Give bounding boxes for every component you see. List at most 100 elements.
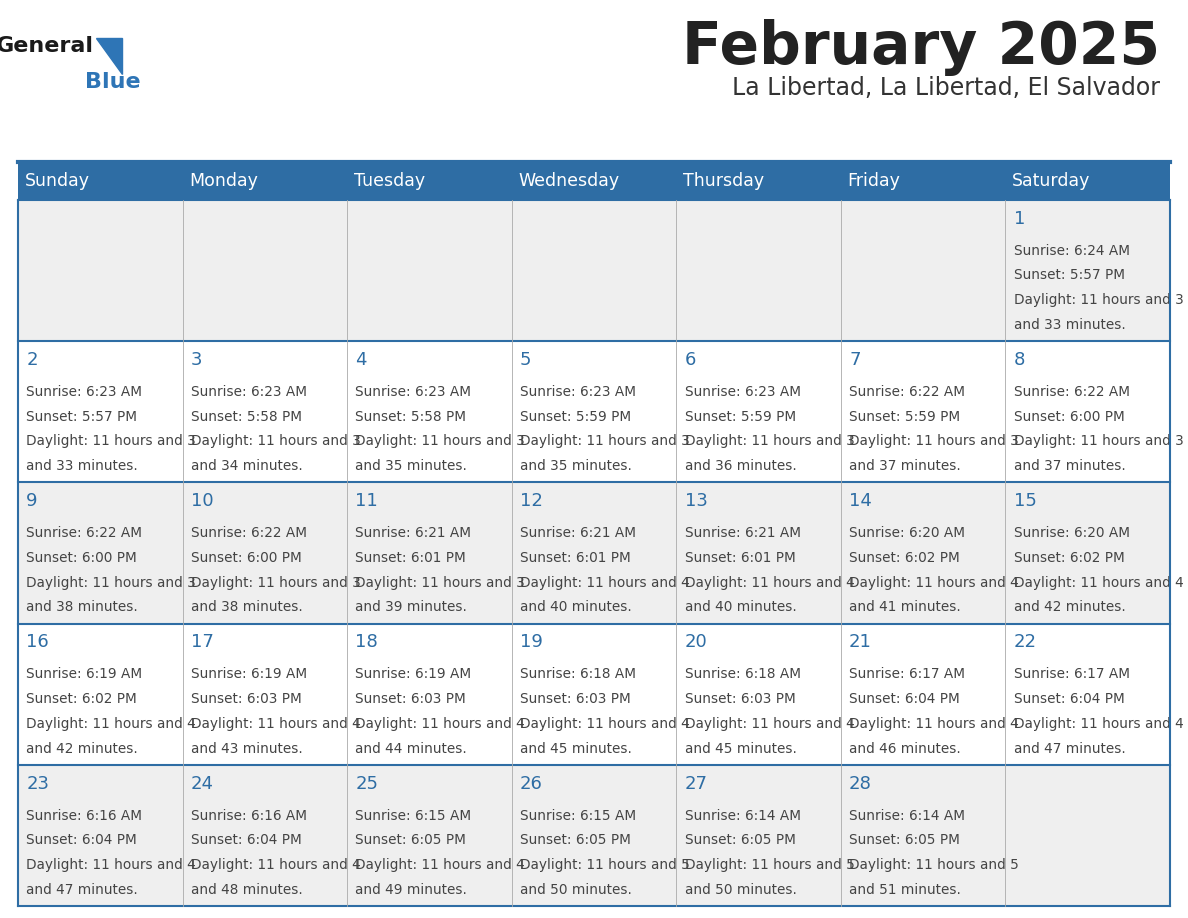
Text: Daylight: 11 hours and 4: Daylight: 11 hours and 4 bbox=[191, 717, 360, 731]
Text: Sunrise: 6:22 AM: Sunrise: 6:22 AM bbox=[26, 526, 143, 540]
Text: Sunset: 6:03 PM: Sunset: 6:03 PM bbox=[684, 692, 795, 706]
Text: Sunrise: 6:24 AM: Sunrise: 6:24 AM bbox=[1013, 244, 1130, 258]
Text: and 37 minutes.: and 37 minutes. bbox=[849, 459, 961, 473]
Text: 9: 9 bbox=[26, 492, 38, 510]
Text: 3: 3 bbox=[191, 351, 202, 369]
Text: Sunset: 6:04 PM: Sunset: 6:04 PM bbox=[849, 692, 960, 706]
Text: Sunrise: 6:19 AM: Sunrise: 6:19 AM bbox=[355, 667, 472, 681]
Text: 19: 19 bbox=[520, 633, 543, 652]
Text: Sunrise: 6:22 AM: Sunrise: 6:22 AM bbox=[1013, 385, 1130, 399]
Text: Sunset: 5:57 PM: Sunset: 5:57 PM bbox=[26, 409, 138, 424]
Text: 27: 27 bbox=[684, 775, 708, 792]
Text: and 33 minutes.: and 33 minutes. bbox=[26, 459, 138, 473]
Text: Wednesday: Wednesday bbox=[518, 172, 619, 190]
Text: Sunrise: 6:20 AM: Sunrise: 6:20 AM bbox=[1013, 526, 1130, 540]
Text: Sunset: 6:04 PM: Sunset: 6:04 PM bbox=[26, 834, 137, 847]
Text: 22: 22 bbox=[1013, 633, 1037, 652]
Text: Daylight: 11 hours and 3: Daylight: 11 hours and 3 bbox=[26, 434, 196, 448]
Text: Tuesday: Tuesday bbox=[354, 172, 425, 190]
Text: Sunday: Sunday bbox=[25, 172, 89, 190]
Text: Sunset: 6:03 PM: Sunset: 6:03 PM bbox=[191, 692, 302, 706]
Text: Daylight: 11 hours and 3: Daylight: 11 hours and 3 bbox=[355, 576, 525, 589]
Text: 17: 17 bbox=[191, 633, 214, 652]
Text: and 38 minutes.: and 38 minutes. bbox=[26, 600, 138, 614]
Text: 11: 11 bbox=[355, 492, 378, 510]
Bar bbox=[18, 341, 1170, 482]
Text: Sunrise: 6:18 AM: Sunrise: 6:18 AM bbox=[520, 667, 636, 681]
Text: 4: 4 bbox=[355, 351, 367, 369]
Text: Sunset: 6:05 PM: Sunset: 6:05 PM bbox=[684, 834, 796, 847]
Text: Sunrise: 6:21 AM: Sunrise: 6:21 AM bbox=[684, 526, 801, 540]
Text: 24: 24 bbox=[191, 775, 214, 792]
Text: Daylight: 11 hours and 4: Daylight: 11 hours and 4 bbox=[26, 858, 196, 872]
Text: Thursday: Thursday bbox=[683, 172, 764, 190]
Text: 28: 28 bbox=[849, 775, 872, 792]
Text: Sunset: 5:59 PM: Sunset: 5:59 PM bbox=[849, 409, 960, 424]
Bar bbox=[18, 765, 1170, 906]
Text: Sunrise: 6:23 AM: Sunrise: 6:23 AM bbox=[191, 385, 307, 399]
Text: Friday: Friday bbox=[847, 172, 901, 190]
Text: and 45 minutes.: and 45 minutes. bbox=[684, 742, 796, 756]
Text: Sunset: 6:04 PM: Sunset: 6:04 PM bbox=[191, 834, 302, 847]
Text: and 35 minutes.: and 35 minutes. bbox=[520, 459, 632, 473]
Text: Sunset: 5:59 PM: Sunset: 5:59 PM bbox=[520, 409, 631, 424]
Text: Daylight: 11 hours and 3: Daylight: 11 hours and 3 bbox=[191, 434, 360, 448]
Text: and 39 minutes.: and 39 minutes. bbox=[355, 600, 467, 614]
Text: Sunrise: 6:22 AM: Sunrise: 6:22 AM bbox=[191, 526, 307, 540]
Text: and 36 minutes.: and 36 minutes. bbox=[684, 459, 796, 473]
Text: and 46 minutes.: and 46 minutes. bbox=[849, 742, 961, 756]
Text: and 38 minutes.: and 38 minutes. bbox=[191, 600, 303, 614]
Text: and 49 minutes.: and 49 minutes. bbox=[355, 883, 467, 897]
Text: Sunset: 6:05 PM: Sunset: 6:05 PM bbox=[355, 834, 466, 847]
Text: Daylight: 11 hours and 5: Daylight: 11 hours and 5 bbox=[684, 858, 854, 872]
Text: Sunrise: 6:15 AM: Sunrise: 6:15 AM bbox=[520, 809, 636, 823]
Bar bbox=[18, 623, 1170, 765]
Text: 13: 13 bbox=[684, 492, 707, 510]
Text: Sunset: 6:00 PM: Sunset: 6:00 PM bbox=[191, 551, 302, 565]
Text: Daylight: 11 hours and 4: Daylight: 11 hours and 4 bbox=[684, 717, 854, 731]
Text: Sunset: 6:05 PM: Sunset: 6:05 PM bbox=[849, 834, 960, 847]
Bar bbox=[18, 162, 1170, 200]
Bar bbox=[18, 200, 1170, 341]
Text: Sunrise: 6:14 AM: Sunrise: 6:14 AM bbox=[684, 809, 801, 823]
Text: Sunset: 6:01 PM: Sunset: 6:01 PM bbox=[355, 551, 466, 565]
Text: 5: 5 bbox=[520, 351, 531, 369]
Text: 1: 1 bbox=[1013, 210, 1025, 228]
Text: Sunrise: 6:17 AM: Sunrise: 6:17 AM bbox=[849, 667, 965, 681]
Text: and 45 minutes.: and 45 minutes. bbox=[520, 742, 632, 756]
Text: and 44 minutes.: and 44 minutes. bbox=[355, 742, 467, 756]
Text: Sunrise: 6:21 AM: Sunrise: 6:21 AM bbox=[355, 526, 472, 540]
Text: Sunset: 6:03 PM: Sunset: 6:03 PM bbox=[355, 692, 466, 706]
Text: and 42 minutes.: and 42 minutes. bbox=[26, 742, 138, 756]
Text: and 47 minutes.: and 47 minutes. bbox=[1013, 742, 1125, 756]
Text: Daylight: 11 hours and 4: Daylight: 11 hours and 4 bbox=[191, 858, 360, 872]
Text: 20: 20 bbox=[684, 633, 707, 652]
Text: Sunset: 6:02 PM: Sunset: 6:02 PM bbox=[1013, 551, 1124, 565]
Text: Daylight: 11 hours and 4: Daylight: 11 hours and 4 bbox=[849, 576, 1019, 589]
Text: Sunrise: 6:19 AM: Sunrise: 6:19 AM bbox=[26, 667, 143, 681]
Text: and 41 minutes.: and 41 minutes. bbox=[849, 600, 961, 614]
Text: Sunrise: 6:23 AM: Sunrise: 6:23 AM bbox=[26, 385, 143, 399]
Text: Daylight: 11 hours and 3: Daylight: 11 hours and 3 bbox=[684, 434, 854, 448]
Text: 10: 10 bbox=[191, 492, 214, 510]
Text: Sunrise: 6:15 AM: Sunrise: 6:15 AM bbox=[355, 809, 472, 823]
Text: Daylight: 11 hours and 4: Daylight: 11 hours and 4 bbox=[520, 717, 690, 731]
Text: Sunset: 5:58 PM: Sunset: 5:58 PM bbox=[355, 409, 467, 424]
Text: Daylight: 11 hours and 4: Daylight: 11 hours and 4 bbox=[684, 576, 854, 589]
Text: Sunset: 6:01 PM: Sunset: 6:01 PM bbox=[520, 551, 631, 565]
Text: Sunset: 6:04 PM: Sunset: 6:04 PM bbox=[1013, 692, 1124, 706]
Text: Sunrise: 6:19 AM: Sunrise: 6:19 AM bbox=[191, 667, 307, 681]
Text: Sunrise: 6:20 AM: Sunrise: 6:20 AM bbox=[849, 526, 965, 540]
Text: Sunset: 6:02 PM: Sunset: 6:02 PM bbox=[849, 551, 960, 565]
Text: 7: 7 bbox=[849, 351, 860, 369]
Text: Sunrise: 6:18 AM: Sunrise: 6:18 AM bbox=[684, 667, 801, 681]
Text: Sunset: 6:02 PM: Sunset: 6:02 PM bbox=[26, 692, 137, 706]
Text: Sunset: 5:59 PM: Sunset: 5:59 PM bbox=[684, 409, 796, 424]
Text: and 33 minutes.: and 33 minutes. bbox=[1013, 318, 1125, 332]
Text: Sunrise: 6:16 AM: Sunrise: 6:16 AM bbox=[191, 809, 307, 823]
Text: and 47 minutes.: and 47 minutes. bbox=[26, 883, 138, 897]
Text: Sunset: 6:03 PM: Sunset: 6:03 PM bbox=[520, 692, 631, 706]
Text: Sunset: 6:01 PM: Sunset: 6:01 PM bbox=[684, 551, 795, 565]
Text: Daylight: 11 hours and 5: Daylight: 11 hours and 5 bbox=[849, 858, 1019, 872]
Text: Sunset: 6:00 PM: Sunset: 6:00 PM bbox=[1013, 409, 1124, 424]
